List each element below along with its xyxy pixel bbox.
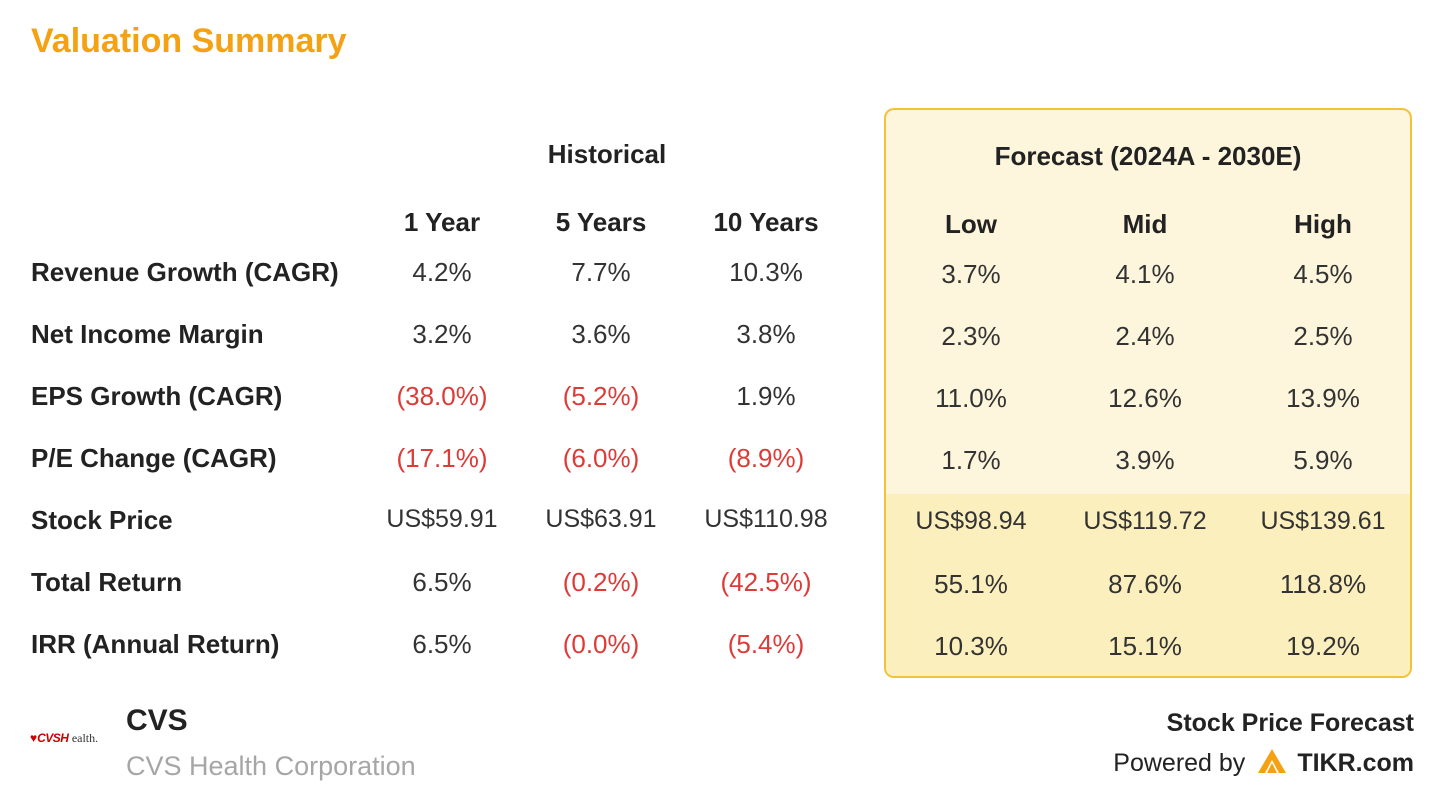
- forecast-cell: 13.9%: [1286, 383, 1360, 413]
- historical-cell: (5.4%): [727, 629, 805, 659]
- page-title: Valuation Summary: [31, 22, 347, 60]
- forecast-cell: 11.0%: [935, 383, 1007, 413]
- forecast-cell: 118.8%: [1279, 569, 1367, 599]
- historical-cell: (0.2%): [562, 567, 640, 597]
- row-label-eps-growth-cagr: EPS Growth (CAGR): [31, 381, 283, 411]
- historical-cell: (38.0%): [396, 381, 488, 411]
- historical-header: Historical: [547, 139, 667, 169]
- cvs-heart-logo: ♥: [30, 731, 38, 745]
- forecast-cell: 2.4%: [1115, 321, 1175, 351]
- historical-cell: 1.9%: [736, 381, 796, 411]
- forecast-panel: [884, 108, 1412, 678]
- forecast-cell: 55.1%: [934, 569, 1008, 599]
- forecast-cell: 87.6%: [1108, 569, 1182, 599]
- col-header-high: High: [1294, 209, 1352, 239]
- historical-cell: 6.5%: [412, 567, 472, 597]
- powered-by: Powered by TIKR.com: [1113, 748, 1414, 779]
- historical-cell: (0.0%): [562, 629, 640, 659]
- col-header-mid: Mid: [1122, 209, 1168, 239]
- row-label-revenue-growth-cagr: Revenue Growth (CAGR): [31, 257, 339, 287]
- historical-cell: (17.1%): [396, 443, 488, 473]
- historical-cell: (8.9%): [727, 443, 805, 473]
- forecast-cell: 15.1%: [1108, 631, 1182, 661]
- forecast-cell: US$98.94: [915, 507, 1027, 535]
- forecast-cell: US$139.61: [1260, 507, 1386, 535]
- row-label-p-e-change-cagr: P/E Change (CAGR): [31, 443, 277, 473]
- brand-title: Stock Price Forecast: [1166, 709, 1414, 737]
- historical-cell: 3.6%: [571, 319, 631, 349]
- tikr-site: TIKR.com: [1297, 749, 1414, 777]
- forecast-cell: 5.9%: [1293, 445, 1353, 475]
- historical-cell: US$59.91: [386, 505, 498, 533]
- forecast-cell: 2.5%: [1293, 321, 1353, 351]
- forecast-cell: US$119.72: [1083, 507, 1207, 535]
- historical-cell: (6.0%): [562, 443, 640, 473]
- col-header-low: Low: [945, 209, 997, 239]
- col-header-10-years: 10 Years: [713, 207, 819, 237]
- forecast-cell: 10.3%: [934, 631, 1008, 661]
- row-label-net-income-margin: Net Income Margin: [31, 319, 264, 349]
- historical-cell: 3.8%: [736, 319, 796, 349]
- forecast-cell: 1.7%: [941, 445, 1001, 475]
- historical-cell: 3.2%: [412, 319, 472, 349]
- forecast-cell: 3.7%: [941, 259, 1001, 289]
- tikr-logo-icon: [1257, 748, 1287, 779]
- company-ticker: CVS: [126, 704, 188, 737]
- forecast-cell: 4.1%: [1115, 259, 1175, 289]
- historical-cell: (5.2%): [562, 381, 640, 411]
- row-label-stock-price: Stock Price: [31, 505, 173, 535]
- col-header-5-years: 5 Years: [555, 207, 647, 237]
- historical-cell: US$63.91: [545, 505, 657, 533]
- forecast-cell: 2.3%: [941, 321, 1001, 351]
- row-label-total-return: Total Return: [31, 567, 183, 597]
- historical-cell: 4.2%: [412, 257, 472, 287]
- row-label-irr-annual-return: IRR (Annual Return): [31, 629, 280, 659]
- forecast-panel-highlight: [886, 494, 1410, 676]
- company-name: CVS Health Corporation: [126, 751, 416, 781]
- logo-text: CVSH: [37, 731, 69, 745]
- historical-cell: (42.5%): [720, 567, 812, 597]
- powered-by-text: Powered by: [1113, 749, 1246, 777]
- col-header-1-year: 1 Year: [403, 207, 481, 237]
- company-logo: ♥CVSH ealth.: [30, 731, 99, 745]
- historical-cell: 10.3%: [729, 257, 803, 287]
- historical-cell: US$110.98: [704, 505, 828, 533]
- forecast-cell: 4.5%: [1293, 259, 1353, 289]
- forecast-cell: 12.6%: [1108, 383, 1182, 413]
- historical-cell: 6.5%: [412, 629, 472, 659]
- forecast-cell: 3.9%: [1115, 445, 1175, 475]
- historical-cell: 7.7%: [571, 257, 631, 287]
- forecast-header: Forecast (2024A - 2030E): [994, 141, 1302, 171]
- forecast-cell: 19.2%: [1286, 631, 1360, 661]
